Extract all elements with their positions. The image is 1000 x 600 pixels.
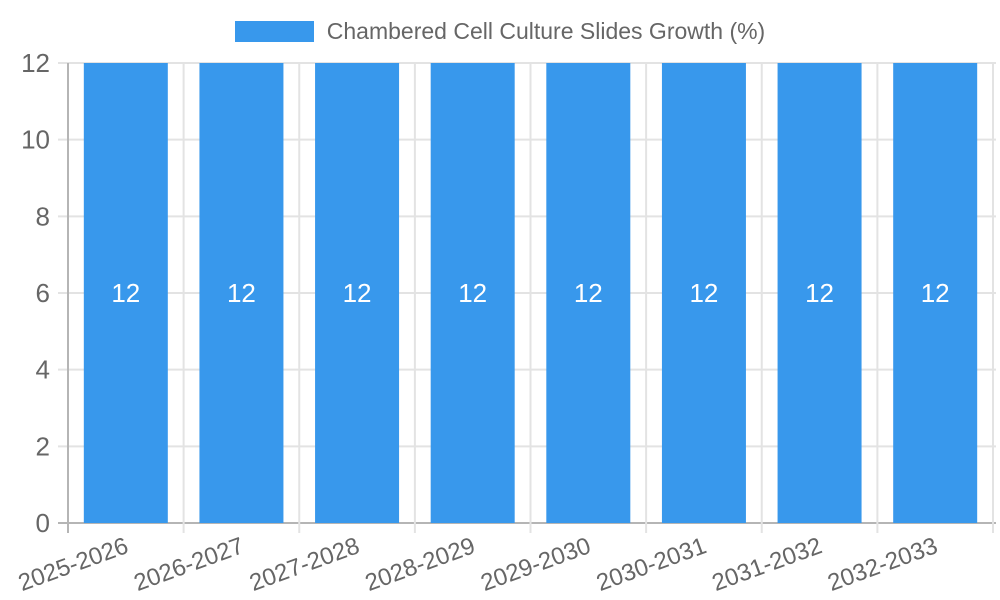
x-tick-label: 2029-2030: [477, 532, 594, 597]
x-tick-label: 2028-2029: [362, 532, 479, 597]
bar: [546, 63, 631, 523]
x-tick-label: 2031-2032: [709, 532, 826, 597]
y-tick-label: 0: [36, 508, 50, 538]
x-tick-label: 2030-2031: [593, 532, 710, 597]
bar: [661, 63, 746, 523]
bar-value-label: 12: [921, 278, 950, 308]
legend-label: Chambered Cell Culture Slides Growth (%): [326, 18, 766, 44]
bar: [777, 63, 862, 523]
legend-item[interactable]: Chambered Cell Culture Slides Growth (%): [234, 18, 766, 44]
y-tick-label: 10: [21, 125, 50, 155]
legend-swatch: [234, 20, 314, 42]
y-tick-label: 2: [36, 431, 50, 461]
x-tick-label: 2025-2026: [15, 532, 132, 597]
bar-value-label: 12: [111, 278, 140, 308]
bar: [83, 63, 168, 523]
bar: [893, 63, 978, 523]
y-tick-label: 12: [21, 48, 50, 78]
x-tick-label: 2027-2028: [246, 532, 363, 597]
y-tick-label: 8: [36, 201, 50, 231]
bar-value-label: 12: [689, 278, 718, 308]
legend: Chambered Cell Culture Slides Growth (%): [0, 18, 1000, 44]
bar-value-label: 12: [343, 278, 372, 308]
bar-value-label: 12: [805, 278, 834, 308]
bar-value-label: 12: [458, 278, 487, 308]
bar-value-label: 12: [574, 278, 603, 308]
x-tick-label: 2026-2027: [130, 532, 247, 597]
y-tick-label: 6: [36, 278, 50, 308]
bar-value-label: 12: [227, 278, 256, 308]
y-tick-label: 4: [36, 355, 50, 385]
bar: [430, 63, 515, 523]
bar: [199, 63, 284, 523]
x-tick-label: 2032-2033: [824, 532, 941, 597]
bar: [315, 63, 400, 523]
